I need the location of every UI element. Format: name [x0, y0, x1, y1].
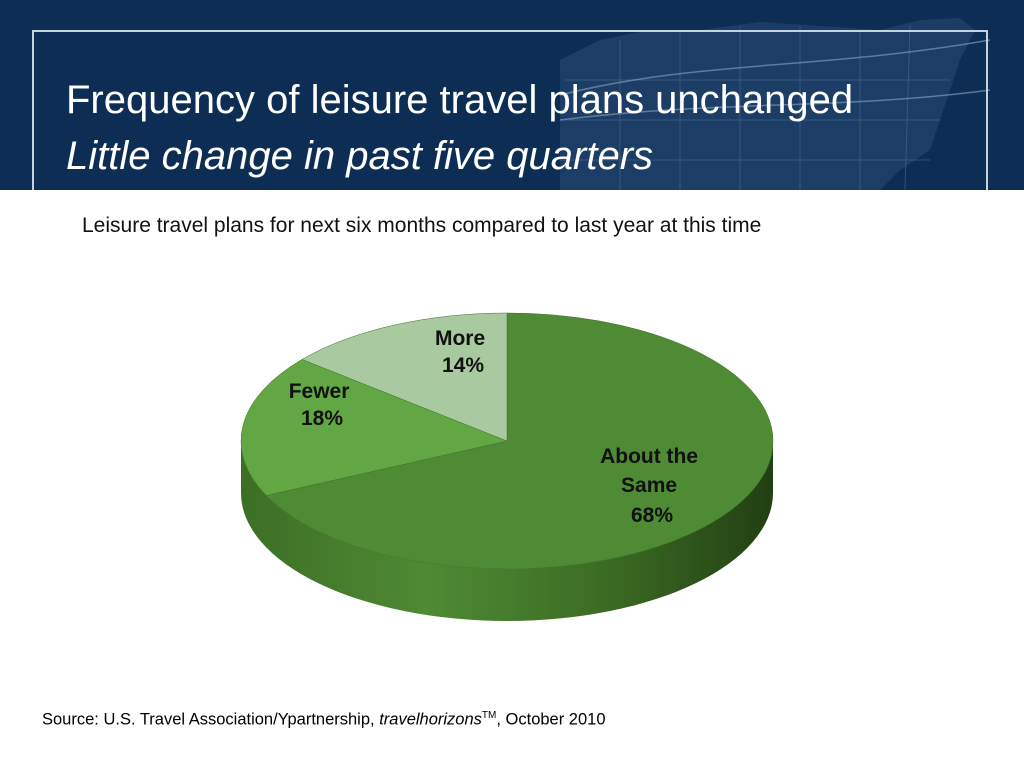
page-subtitle: Little change in past five quarters: [66, 134, 654, 178]
chart-title: Leisure travel plans for next six months…: [82, 214, 762, 237]
pie-slice-more: [301, 312, 508, 442]
pie-label-more: More 14%: [435, 327, 491, 377]
pie-slice-fewer: [240, 359, 508, 496]
pie-side-wall: [241, 441, 773, 621]
header-frame: [32, 30, 988, 190]
us-map-watermark-icon: [559, 18, 991, 190]
pie-label-fewer: Fewer 18%: [289, 380, 356, 430]
pie-label-about-the-same: About the Same 68%: [600, 445, 704, 527]
pie-slice-about-the-same: [265, 312, 774, 570]
header-banner: Frequency of leisure travel plans unchan…: [0, 0, 1024, 190]
page-title: Frequency of leisure travel plans unchan…: [66, 78, 854, 122]
source-footnote: Source: U.S. Travel Association/Ypartner…: [42, 710, 606, 729]
